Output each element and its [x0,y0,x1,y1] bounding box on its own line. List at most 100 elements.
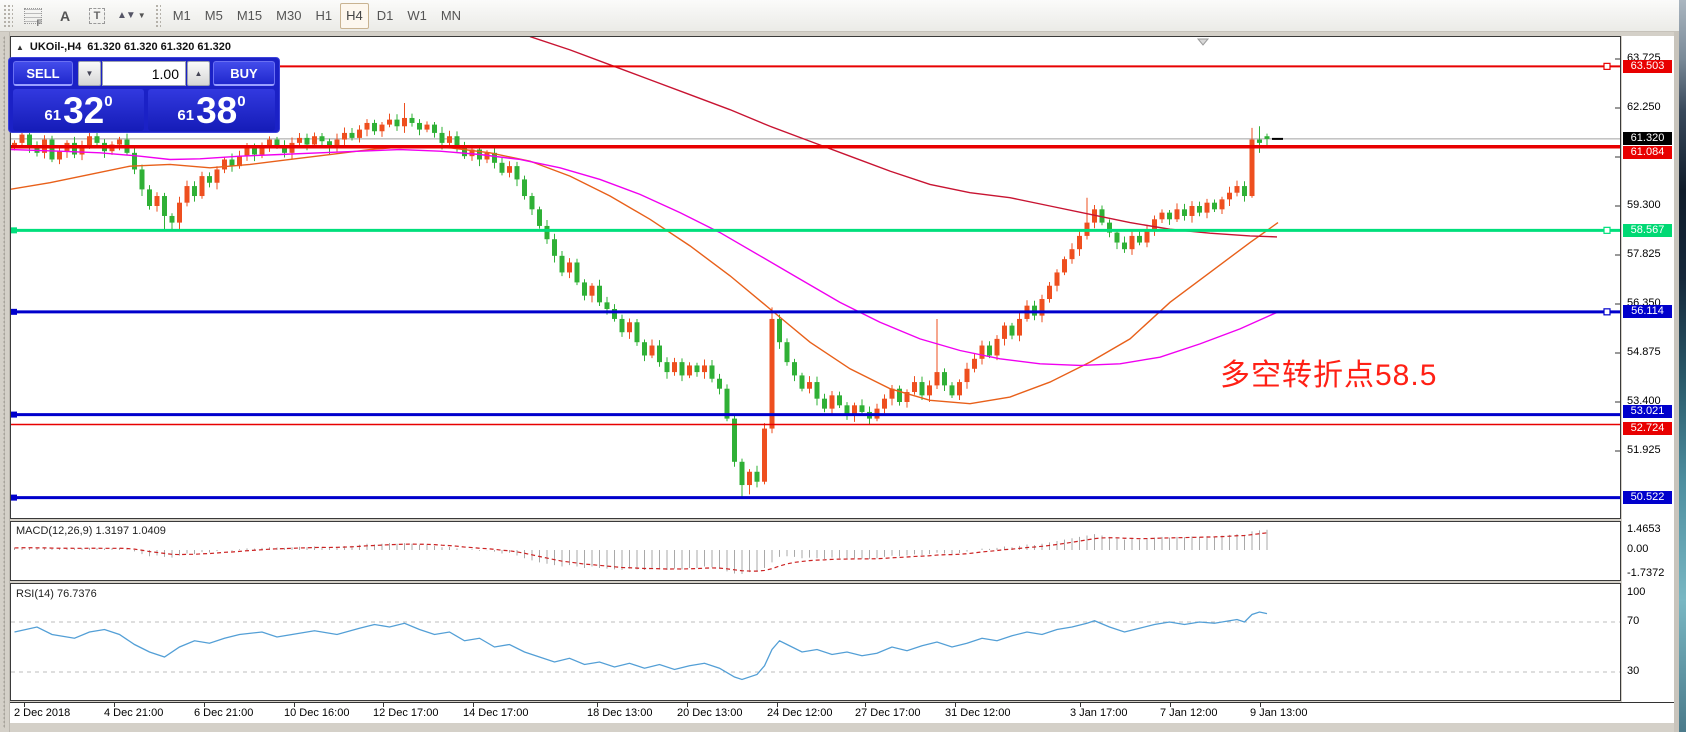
time-axis-label: 14 Dec 17:00 [463,707,529,719]
window-left-edge [0,32,10,732]
time-axis-label: 18 Dec 13:00 [587,707,653,719]
text-label-button[interactable]: T [84,3,110,29]
object-arrows-button[interactable]: ▲▼ ▼ [116,3,147,29]
time-axis-tick [1170,703,1171,707]
toolbar: F A T ▲▼ ▼ M1 M5 M15 M30 H1 H4 D1 W1 MN [0,0,1686,32]
buy-price-display[interactable]: 61 38 0 [148,89,275,131]
time-axis[interactable]: 2 Dec 2018 4 Dec 21:00 6 Dec 21:00 10 Dec 1… [10,702,1674,723]
price-axis-tick: 0.00 [1627,543,1649,555]
volume-increase-button[interactable]: ▲ [187,61,210,86]
chart-annotation-text: 多空转折点58.5 [1220,359,1438,392]
price-level-label: 61.320 [1623,131,1672,145]
macd-panel-canvas[interactable] [10,521,1621,581]
timeframe-button-h1[interactable]: H1 [315,8,333,23]
timeframe-bar: M1 M5 M15 M30 H1 H4 D1 W1 MN [166,2,468,29]
time-axis-label: 24 Dec 12:00 [767,707,833,719]
sell-button[interactable]: SELL [13,61,73,86]
ohlc-quotes: 61.320 61.320 61.320 61.320 [87,41,232,53]
price-axis-tick: 30 [1627,665,1640,677]
toolbar-separator [154,3,161,28]
time-axis-tick [1260,703,1261,707]
price-level-label: 63.503 [1623,59,1672,73]
price-level-label: 53.021 [1623,405,1672,419]
object-arrows-icon: ▲▼ [117,10,136,21]
chart-title: ▲ UKOil-,H4 61.320 61.320 61.320 61.320 [16,41,231,53]
sell-price-small: 61 [44,107,62,124]
sell-price-display[interactable]: 61 32 0 [13,89,144,131]
time-axis-tick [777,703,778,707]
desktop-background-strip [1679,0,1686,732]
sell-price-sup: 0 [104,93,113,110]
timeframe-button-d1[interactable]: D1 [376,8,394,23]
price-axis[interactable]: 63.72562.25060.77559.30057.82556.35054.8… [1622,36,1674,702]
price-axis-tick: 62.250 [1627,101,1661,113]
rsi-panel-canvas[interactable] [10,583,1621,701]
time-axis-tick [597,703,598,707]
price-axis-tick: 53.400 [1627,394,1661,407]
time-axis-tick [114,703,115,707]
sell-price-big: 32 [63,90,105,131]
time-axis-label: 9 Jan 13:00 [1250,707,1308,719]
price-axis-tick: 57.825 [1627,247,1661,260]
time-axis-label: 20 Dec 13:00 [677,707,743,719]
grid-f-button[interactable]: F [20,3,46,29]
time-axis-label: 27 Dec 17:00 [855,707,921,719]
buy-price-sup: 0 [237,93,246,110]
rsi-line [14,611,1268,681]
time-axis-label: 7 Jan 12:00 [1160,707,1218,719]
time-axis-label: 2 Dec 2018 [14,707,71,719]
time-axis-label: 31 Dec 12:00 [945,707,1011,719]
timeframe-button-m5[interactable]: M5 [204,8,223,23]
window-right-edge [1674,32,1679,732]
rsi-indicator-label: RSI(14) 76.7376 [16,588,97,600]
collapse-marker-icon[interactable]: ▲ [16,42,24,52]
timeframe-button-m15[interactable]: M15 [236,8,263,23]
time-axis-label: 10 Dec 16:00 [284,707,350,719]
time-axis-tick [687,703,688,707]
volume-input[interactable] [102,61,186,86]
toolbar-grip[interactable] [3,3,13,28]
timeframe-button-mn[interactable]: MN [440,8,462,23]
time-axis-label: 3 Jan 17:00 [1070,707,1128,719]
time-axis-tick [24,703,25,707]
price-axis-tick: 54.875 [1627,345,1661,358]
price-axis-tick: 100 [1627,586,1646,598]
timeframe-button-m30[interactable]: M30 [276,8,302,23]
time-axis-label: 4 Dec 21:00 [104,707,164,719]
price-level-label: 50.522 [1623,491,1672,505]
timeframe-button-m1[interactable]: M1 [172,8,191,23]
price-axis-tick: 51.925 [1627,443,1661,456]
font-a-icon: A [59,7,71,24]
price-level-label: 58.567 [1623,223,1672,237]
chevron-down-icon: ▼ [137,11,146,20]
price-axis-tick: 1.4653 [1627,522,1661,535]
price-axis-tick: -1.7372 [1627,566,1665,579]
buy-button[interactable]: BUY [213,61,275,86]
time-axis-tick [865,703,866,707]
time-axis-tick [473,703,474,707]
buy-price-big: 38 [196,90,238,131]
font-a-button[interactable]: A [52,3,78,29]
time-axis-tick [383,703,384,707]
price-level-label: 61.084 [1623,146,1672,160]
time-axis-tick [204,703,205,707]
timeframe-button-w1[interactable]: W1 [407,8,427,23]
price-level-label: 52.724 [1623,421,1672,435]
text-label-icon: T [89,7,105,24]
buy-price-small: 61 [177,107,195,124]
candles [12,103,1270,497]
time-axis-tick [1080,703,1081,707]
price-level-label: 56.114 [1623,305,1672,319]
one-click-trading-panel: SELL ▼ ▲ BUY 61 32 0 61 38 0 [8,57,280,133]
time-axis-label: 12 Dec 17:00 [373,707,439,719]
macd-indicator-label: MACD(12,26,9) 1.3197 1.0409 [16,525,166,537]
price-axis-tick: 70 [1627,615,1640,627]
price-axis-tick: 59.300 [1627,198,1661,211]
time-axis-label: 6 Dec 21:00 [194,707,254,719]
timeframe-button-h4[interactable]: H4 [340,2,369,29]
grid-f-icon: F [24,7,42,28]
time-axis-tick [294,703,295,707]
volume-decrease-button[interactable]: ▼ [78,61,101,86]
symbol-period-label: UKOil-,H4 [29,41,82,53]
time-axis-tick [955,703,956,707]
